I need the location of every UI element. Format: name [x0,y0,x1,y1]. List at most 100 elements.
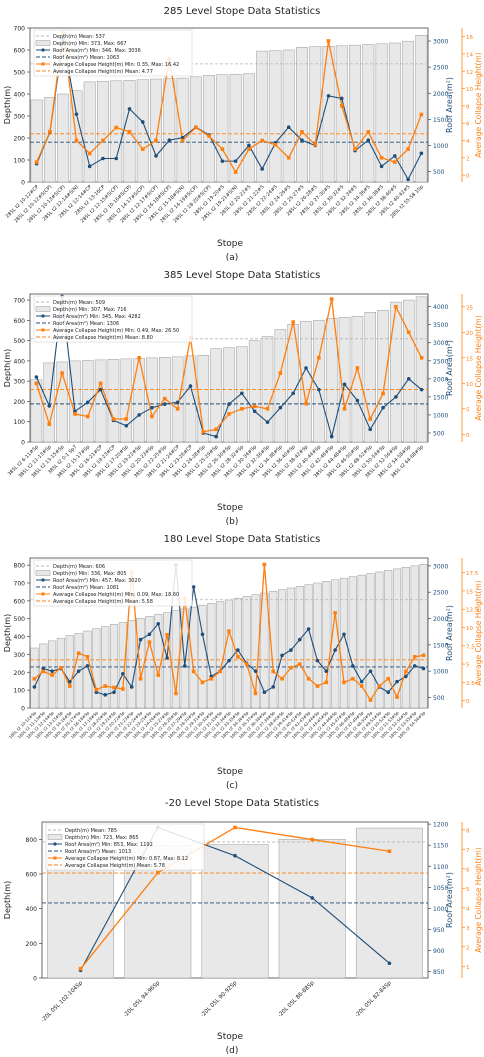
avg-height-point [386,676,390,681]
legend-label: Average Collapse Height(m) Min: 0.35, Ma… [53,62,179,68]
legend-box [45,823,205,871]
depth-bar [351,316,364,443]
avg-height-point [304,401,308,406]
y3-tick-label: 10 [466,87,473,93]
depth-bar [419,564,428,709]
y3-tick-label: 7.5 [466,644,475,650]
chart-title: -20 Level Stope Data Statistics [165,798,319,809]
legend-label: Roof Area(m²) Mean: 1306 [53,321,119,327]
depth-bar [163,78,176,183]
depth-bar [269,50,282,183]
x-tick-label: -20L 05L 102-104Sp [40,980,84,1024]
x-tick-label: -20L 05L 82-84Sp [354,980,393,1019]
legend-label: Roof Area(m²) Min: 345, Max: 4282 [53,314,141,320]
avg-height-point [209,676,214,681]
x-axis-label: Stope [217,239,243,249]
roof-area-point [233,853,237,858]
y3-axis-label: Average Collapse Height(m) [474,847,483,952]
y3-tick-label: 6 [466,867,470,873]
roof-area-point [406,377,411,381]
roof-area-point [98,387,103,392]
roof-area-point [297,637,302,642]
depth-bar [322,581,331,709]
x-axis-label: Stope [217,1032,243,1042]
roof-area-point [326,94,331,98]
x-tick-label: -20L 05L 86-88Sp [277,980,316,1019]
legend-marker [41,314,45,318]
avg-height-point [406,330,411,335]
avg-height-point [421,653,426,658]
avg-height-point [412,654,417,659]
y3-tick-label: 12.5 [466,608,479,614]
depth-bar [47,852,115,979]
avg-height-point [244,662,249,666]
avg-height-point [114,125,119,130]
y3-tick-label: 16 [466,35,473,41]
avg-height-point [140,147,145,151]
depth-bar [309,46,322,183]
depth-bar [390,301,402,443]
avg-height-point [273,142,278,147]
depth-bar [56,361,68,443]
y3-tick-label: 20 [466,331,473,337]
roof-area-point [393,154,397,158]
depth-bar [210,348,222,443]
y2-tick-label: 1100 [433,864,448,871]
depth-bar [384,570,393,709]
depth-bar [43,97,56,183]
avg-height-point [333,611,337,615]
legend-swatch [35,306,51,312]
roof-area-point [41,666,46,671]
avg-height-point [201,430,206,434]
legend-label: Roof Area(m²) Mean: 1013 [65,849,131,855]
avg-height-point [359,684,364,688]
y3-tick-label: 2.5 [466,681,475,687]
y2-tick-label: 1500 [433,642,448,649]
legend-swatch [35,40,51,46]
roof-area-point [163,402,167,406]
depth-bar [375,43,388,183]
depth-bar [295,586,304,709]
y3-tick-label: 5 [466,407,470,413]
chart-title: 180 Level Stope Data Statistics [164,534,321,545]
legend-label: Depth(m) Min: 336, Max: 805 [53,571,127,577]
avg-height-point [98,381,103,386]
roof-area-point [315,658,320,663]
avg-height-point [191,669,196,674]
legend-marker [41,328,45,332]
avg-height-point [174,691,178,696]
depth-bar [207,603,216,709]
y-tick-label: 200 [14,670,26,677]
avg-height-point [326,39,331,43]
y2-tick-label: 2500 [433,590,448,597]
avg-height-point [227,412,231,416]
roof-area-point [147,632,152,637]
y2-tick-label: 500 [433,695,445,702]
avg-height-point [74,138,79,143]
avg-height-point [94,687,99,692]
x-axis-label: Stope [217,503,243,513]
depth-bar [282,49,295,183]
y3-axis-label: Average Collapse Height(m) [474,580,483,685]
roof-area-point [156,621,161,626]
avg-height-point [227,629,231,633]
avg-height-point [85,654,90,659]
roof-area-point [191,585,196,589]
roof-area-point [339,96,344,101]
roof-area-point [68,679,72,684]
legend-label: Average Collapse Height(m) Min: 0.49, Ma… [53,328,179,334]
depth-bar [375,571,384,709]
legend-swatch [35,570,51,576]
y3-tick-label: 8 [466,104,470,110]
y-axis-label: Depth(m) [3,349,12,387]
roof-area-point [87,164,92,169]
roof-area-point [412,664,417,668]
avg-height-point [150,414,154,419]
legend-label: Average Collapse Height(m) Mean: 4.77 [53,69,153,75]
roof-area-point [280,653,284,658]
avg-height-point [214,427,218,432]
y2-tick-label: 1000 [433,669,448,676]
